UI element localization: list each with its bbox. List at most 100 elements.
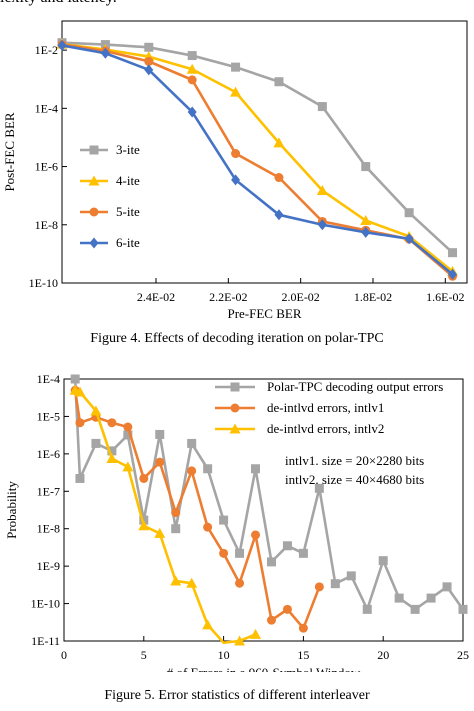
data-point-series-1 [91, 438, 101, 448]
legend-marker-2 [88, 175, 100, 186]
data-point-series-4 [317, 219, 327, 231]
data-point-series-2 [203, 522, 213, 532]
data-point-series-1 [231, 62, 241, 72]
preceding-text-fragment: lexity and latency. [0, 0, 474, 11]
chart-iteration-effect: 1E-10 1E-8 1E-6 1E-4 1E-2 2.4E-02 2.2E-02 2.0E-… [2, 20, 468, 321]
data-point-series-3 [90, 405, 102, 416]
legend-label-2: de-intlvd errors, intlv1 [267, 400, 384, 415]
figure5-caption: Figure 5. Error statistics of different … [104, 688, 370, 703]
data-point-series-4 [100, 47, 110, 59]
data-point-series-2 [75, 418, 85, 428]
data-point-series-4 [448, 268, 458, 280]
series-line-2 [61, 42, 454, 273]
x-tick-label: 25 [457, 648, 469, 662]
data-point-series-1 [219, 515, 229, 525]
legend-label-1: Polar-TPC decoding output errors [267, 379, 443, 394]
data-point-series-1 [378, 556, 388, 566]
data-point-series-1 [251, 464, 261, 474]
y-tick-label: 1E-8 [37, 522, 60, 536]
data-point-series-1 [314, 483, 324, 493]
y-tick-label: 1E-5 [37, 409, 60, 423]
y-tick-label: 1E-7 [37, 484, 60, 498]
legend-marker-4 [89, 237, 99, 249]
plot-area-frame [63, 378, 464, 642]
data-point-series-3 [234, 635, 246, 646]
x-tick-label: 2.4E-02 [137, 290, 175, 304]
y-axis-label: Post-FEC BER [2, 112, 17, 191]
data-point-series-2 [235, 578, 245, 588]
legend-marker-1 [230, 382, 240, 392]
legend-label-3: de-intlvd errors, intlv2 [267, 421, 384, 436]
data-point-series-1 [235, 548, 245, 558]
data-point-series-2 [219, 548, 229, 558]
data-point-series-1 [266, 557, 276, 567]
legend-marker-3 [89, 207, 99, 217]
data-point-series-2 [171, 508, 181, 518]
data-point-series-4 [231, 174, 241, 186]
data-point-series-1 [107, 446, 117, 456]
data-point-series-1 [346, 571, 356, 581]
data-point-series-3 [274, 173, 284, 183]
legend-label-1: 3-ite [116, 142, 140, 157]
data-point-series-1 [298, 548, 308, 558]
data-point-series-3 [187, 75, 197, 85]
data-point-series-1 [282, 541, 292, 551]
y-tick-label: 1E-2 [35, 43, 58, 57]
data-point-series-3 [154, 527, 166, 538]
series-line-1 [73, 378, 465, 611]
data-point-series-1 [75, 473, 85, 483]
data-point-series-1 [203, 464, 213, 474]
data-point-series-1 [144, 42, 154, 52]
legend-label-4: 6-ite [116, 235, 140, 250]
y-tick-label: 1E-4 [37, 372, 60, 386]
chart-error-statistics: 1E-11 1E-10 1E-9 1E-8 1E-7 1E-6 1E-5 1E-4 0 5 10 15… [4, 372, 469, 672]
data-point-series-4 [187, 106, 197, 118]
y-axis-label: Probability [4, 481, 19, 539]
x-tick-label: 5 [141, 648, 147, 662]
data-point-series-3 [122, 461, 134, 472]
x-tick-label: 20 [377, 648, 389, 662]
data-point-series-1 [361, 162, 371, 172]
data-point-series-1 [123, 430, 133, 440]
data-point-series-3 [144, 56, 154, 66]
y-tick-label: 1E-10 [29, 276, 58, 290]
data-point-series-2 [298, 623, 308, 633]
y-tick-label: 1E-9 [37, 559, 60, 573]
data-point-series-2 [186, 63, 198, 74]
data-point-series-3 [74, 386, 86, 397]
data-point-series-2 [230, 86, 242, 97]
annotation-interleaver-size-2: intlv2. size = 40×4680 bits [285, 472, 424, 487]
plot-area-frame [61, 20, 468, 284]
data-point-series-1 [274, 77, 284, 87]
data-point-series-2 [107, 418, 117, 428]
data-point-series-2 [266, 615, 276, 625]
data-point-series-2 [316, 185, 328, 196]
data-point-series-4 [361, 226, 371, 238]
x-tick-label: 15 [297, 648, 309, 662]
data-point-series-1 [404, 208, 414, 218]
data-point-series-3 [186, 577, 198, 588]
data-point-series-4 [404, 233, 414, 245]
data-point-series-3 [138, 520, 150, 531]
data-point-series-1 [187, 438, 197, 448]
data-point-series-1 [317, 102, 327, 112]
data-point-series-4 [144, 64, 154, 76]
data-point-series-2 [360, 215, 372, 226]
legend-marker-1 [89, 145, 99, 155]
x-axis-label: Pre-FEC BER [227, 306, 301, 321]
data-point-series-2 [155, 457, 165, 467]
legend-marker-3 [229, 423, 241, 434]
x-tick-label: 10 [218, 648, 230, 662]
series-line-4 [61, 44, 454, 276]
data-point-series-1 [362, 604, 372, 614]
data-point-series-3 [170, 575, 182, 586]
legend-label-2: 4-ite [116, 173, 140, 188]
legend-label-3: 5-ite [116, 204, 140, 219]
y-tick-label: 1E-8 [35, 218, 58, 232]
data-point-series-4 [274, 209, 284, 221]
x-tick-label: 2.2E-02 [209, 290, 247, 304]
y-tick-label: 1E-6 [35, 160, 58, 174]
data-point-series-1 [330, 579, 340, 589]
data-point-series-1 [171, 524, 181, 534]
